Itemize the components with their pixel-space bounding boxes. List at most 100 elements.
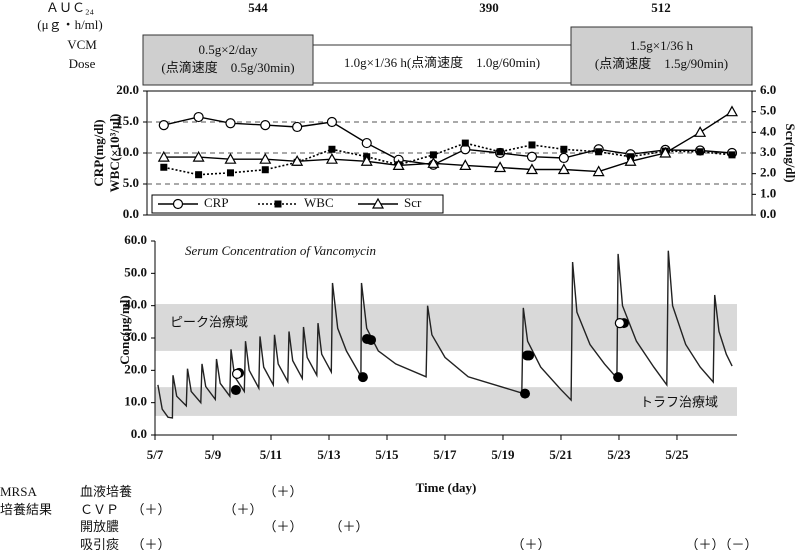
- marker: [528, 141, 536, 149]
- x-tick-label: 5/23: [607, 447, 631, 462]
- dose-text: 0.5g×2/day: [199, 42, 258, 57]
- auc-value: 390: [479, 0, 499, 15]
- series-line: [163, 111, 733, 173]
- culture-row: 吸引痰: [80, 537, 119, 550]
- marker: [696, 148, 704, 156]
- culture-result: （＋）: [511, 537, 550, 550]
- y2-tick-label: 4.0: [760, 123, 776, 138]
- marker: [461, 139, 469, 147]
- series-line: [163, 116, 733, 166]
- auc-value: 544: [248, 0, 268, 15]
- y-tick-label: 0.0: [123, 206, 139, 221]
- y2-tick-label: 5.0: [760, 103, 776, 118]
- marker: [520, 388, 531, 399]
- marker: [429, 151, 437, 159]
- dose-text: 1.0g×1/36 h(点滴速度 1.0g/60min): [344, 55, 540, 70]
- culture-row: ＣＶＰ: [80, 502, 119, 517]
- marker: [595, 148, 603, 156]
- y-tick-label: 20.0: [116, 82, 139, 97]
- culture-result: （－）: [718, 537, 757, 550]
- culture-row: 開放膿: [80, 519, 119, 534]
- y-tick-label: 60.0: [124, 232, 147, 247]
- y-tick-label: 40.0: [124, 297, 147, 312]
- x-tick-label: 5/9: [205, 447, 222, 462]
- marker: [459, 159, 472, 170]
- y-tick-label: 20.0: [124, 361, 147, 376]
- marker: [192, 150, 205, 162]
- y-axis-label: WBC(×10³/μl): [107, 114, 122, 193]
- marker: [592, 165, 605, 177]
- culture-result: （＋）: [131, 537, 170, 550]
- marker: [225, 118, 236, 129]
- legend-marker: [371, 197, 385, 209]
- marker: [494, 161, 507, 173]
- marker: [524, 350, 535, 361]
- y2-tick-label: 2.0: [760, 165, 776, 180]
- chart-title: Serum Concentration of Vancomycin: [185, 243, 376, 258]
- marker: [525, 163, 538, 175]
- x-tick-label: 5/15: [375, 447, 399, 462]
- marker: [259, 152, 272, 164]
- series-line: [163, 142, 733, 176]
- culture-result: （＋）: [685, 537, 724, 550]
- y-tick-label: 10.0: [116, 144, 139, 159]
- band: [155, 387, 737, 416]
- marker: [195, 171, 203, 179]
- y-axis-label: Conc(μg/ml): [117, 295, 132, 364]
- x-tick-label: 5/13: [317, 447, 341, 462]
- x-tick-label: 5/19: [491, 447, 515, 462]
- y-tick-label: 0.0: [131, 426, 147, 441]
- x-tick-label: 5/25: [665, 447, 689, 462]
- x-axis-label: Time (day): [416, 480, 477, 495]
- marker: [261, 166, 269, 174]
- marker: [158, 119, 169, 131]
- legend-label: WBC: [304, 195, 334, 210]
- marker: [360, 155, 373, 166]
- legend-marker: [274, 200, 282, 208]
- culture-row: 血液培養: [80, 484, 132, 499]
- dose-box: [570, 26, 753, 86]
- marker: [361, 137, 372, 149]
- marker: [728, 151, 736, 159]
- marker: [614, 318, 625, 329]
- culture-result: （＋）: [263, 519, 302, 534]
- marker: [292, 121, 303, 133]
- x-tick-label: 5/11: [260, 447, 282, 462]
- band: [155, 304, 737, 351]
- auc-label: ＡＵＣ₂₄: [46, 0, 95, 15]
- auc-value: 512: [651, 0, 671, 15]
- marker: [328, 145, 336, 153]
- marker: [558, 152, 569, 164]
- marker: [496, 148, 504, 156]
- y-tick-label: 10.0: [124, 394, 147, 409]
- y2-tick-label: 6.0: [760, 82, 776, 97]
- culture-result: （＋）: [263, 484, 302, 499]
- marker: [224, 152, 237, 164]
- marker: [157, 150, 170, 162]
- y2-tick-label: 1.0: [760, 185, 776, 200]
- marker: [694, 126, 707, 137]
- culture-result: （＋）: [131, 502, 170, 517]
- dose-label: Dose: [69, 56, 96, 71]
- series-line: [157, 250, 733, 419]
- marker: [357, 372, 368, 383]
- legend-label: Scr: [404, 195, 422, 210]
- dose-box: [142, 34, 314, 86]
- legend-marker: [172, 198, 184, 210]
- marker: [725, 105, 739, 117]
- marker: [427, 157, 440, 168]
- marker: [260, 119, 271, 131]
- culture-title: MRSA: [0, 484, 37, 499]
- marker: [560, 145, 568, 153]
- legend-label: CRP: [204, 195, 229, 210]
- x-tick-label: 5/17: [433, 447, 457, 462]
- dose-text: (点滴速度 0.5g/30min): [161, 60, 294, 75]
- y-tick-label: 50.0: [124, 264, 147, 279]
- x-tick-label: 5/7: [147, 447, 164, 462]
- marker: [326, 116, 338, 128]
- marker: [230, 385, 241, 396]
- marker: [226, 169, 234, 177]
- marker: [526, 151, 538, 162]
- marker: [613, 372, 624, 383]
